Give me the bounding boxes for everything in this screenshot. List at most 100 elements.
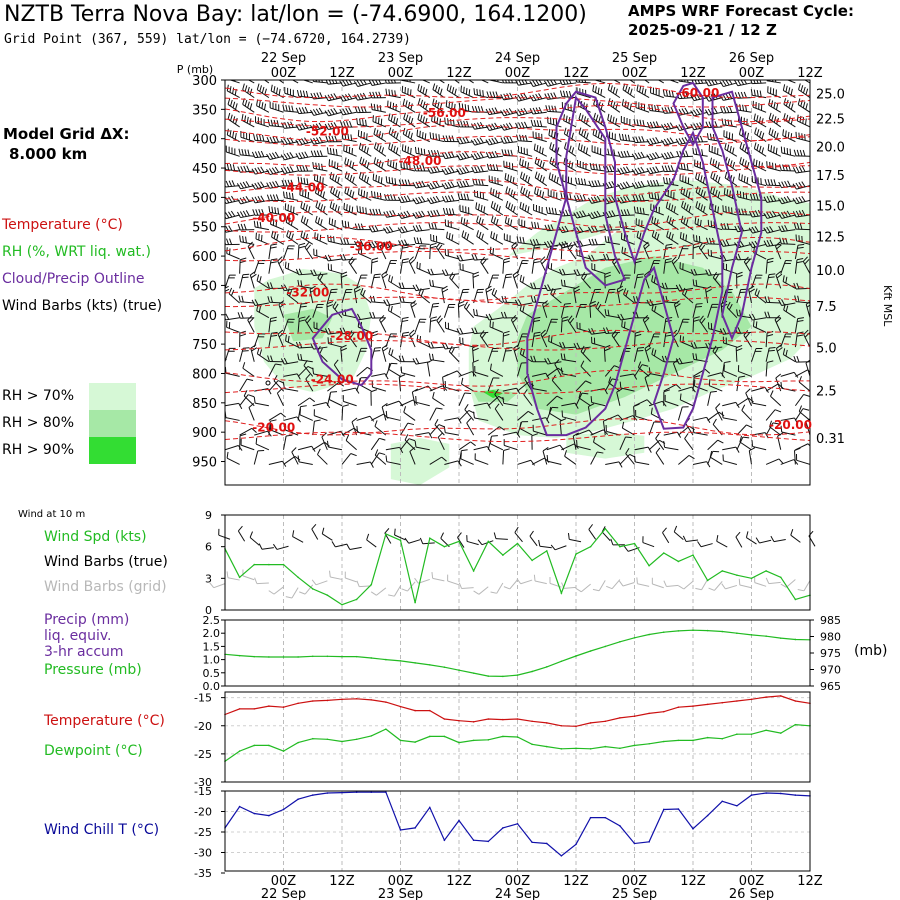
wind-barb-flag	[297, 353, 300, 360]
wind-barb-flag	[660, 139, 666, 146]
wind-barb-flag	[666, 152, 671, 159]
wind-barb-flag	[695, 108, 701, 115]
wind-barb-flag	[326, 304, 334, 308]
wind-barb-flag	[299, 90, 303, 97]
wind-barb	[577, 93, 591, 99]
windchill-line-point	[311, 794, 314, 796]
wind-barb-flag	[578, 112, 582, 120]
wind-barb-flag	[461, 103, 464, 110]
rh-80-swatch	[89, 410, 136, 437]
wind-barb	[474, 141, 489, 146]
wind-barb-flag	[690, 94, 695, 101]
wind-barb-flag	[589, 300, 596, 305]
wind-barb-flag	[652, 152, 657, 159]
wind-barb-flag	[542, 447, 549, 452]
wind-barb-flag	[693, 94, 698, 101]
wind-barb-flag	[354, 240, 358, 247]
wind-barb-flag	[620, 167, 625, 174]
wind-barb-flag	[244, 99, 248, 107]
wind-barb-flag	[302, 90, 306, 97]
wind-barb-flag	[676, 150, 680, 158]
wind-barb	[651, 235, 665, 245]
wind-barb-flag	[427, 210, 431, 217]
wind-barb	[580, 351, 591, 363]
wind-barb-flag	[471, 106, 475, 113]
wind-barb-flag	[644, 88, 647, 96]
wind-barb	[400, 333, 404, 348]
wind-barb-flag	[226, 84, 229, 92]
wind-barb	[576, 183, 591, 187]
wind-barb	[635, 155, 650, 160]
wind-barb-flag	[226, 163, 230, 171]
wind-barb-flag	[547, 224, 551, 231]
dewpoint-line-point	[560, 748, 563, 750]
wind-barb	[802, 261, 810, 274]
wind-barb-flag	[473, 138, 479, 145]
wind-barb-flag	[415, 211, 420, 218]
wind-barb-flag	[331, 541, 336, 548]
wind-barb	[327, 382, 339, 392]
wind-barb-flag	[533, 246, 541, 249]
pressure-tick-label: 850	[192, 397, 217, 412]
wind-barb-flag	[623, 321, 626, 328]
wind-barb	[534, 149, 547, 157]
wind-barb-flag	[333, 236, 335, 243]
wind-barb	[783, 354, 796, 363]
wind-barb-flag	[517, 94, 522, 101]
wind-barb-flag	[625, 447, 630, 454]
wind-barb-flag	[294, 456, 301, 461]
wind-barb-flag	[588, 403, 595, 408]
wind-barb-flag	[769, 239, 774, 246]
wind-barb-flag	[753, 142, 757, 149]
wind-barb-flag	[773, 179, 777, 186]
pressure-tick-label: 450	[192, 162, 217, 177]
wind-barb-flag	[332, 301, 337, 308]
wind-barb	[649, 185, 664, 187]
wind-barb-flag	[766, 334, 774, 337]
wind-barb-flag	[416, 237, 420, 244]
wind-barb	[313, 346, 328, 350]
wind-barb	[411, 391, 416, 406]
wind-barb-flag	[639, 232, 642, 239]
wind-barb	[649, 170, 664, 175]
wind-barb-flag	[285, 596, 293, 599]
wind-barb	[773, 538, 786, 543]
wind-barb-flag	[463, 120, 467, 128]
wind-barb-flag	[793, 222, 797, 230]
wind-barb-flag	[418, 288, 422, 295]
wind-barb	[415, 287, 430, 292]
wind-barb-flag	[464, 151, 470, 158]
wind-barb-flag	[768, 276, 775, 279]
wind-barb-flag	[287, 262, 290, 270]
temperature-line-point	[575, 725, 577, 728]
wind-barb-flag	[298, 319, 306, 322]
wind-barb-flag	[390, 194, 393, 201]
wind-barb-flag	[639, 207, 642, 214]
wind-barb-flag	[562, 80, 566, 85]
wind-barb-flag	[327, 254, 332, 261]
wind-barb-flag	[686, 163, 689, 171]
wind-barb	[805, 304, 810, 318]
wind-barb	[400, 422, 409, 436]
precip-tick-label: 2.5	[203, 614, 221, 627]
wind-barb-flag	[349, 120, 353, 128]
wind-barb	[637, 583, 650, 587]
wind-barb-flag	[295, 139, 300, 146]
wind-barb	[554, 545, 567, 551]
wind-barb-flag	[717, 162, 720, 169]
wind-barb-flag	[306, 178, 309, 185]
wind-barb	[770, 395, 782, 407]
wind-barb-flag	[715, 174, 718, 182]
wind-barb-flag	[475, 71, 476, 77]
wind-barb-flag	[666, 122, 671, 129]
wind-barb-flag	[221, 148, 222, 154]
wind-barb-flag	[724, 171, 728, 179]
wind-barb	[592, 134, 606, 143]
wind-barb	[313, 273, 328, 277]
wind-barb-flag	[563, 353, 566, 361]
legend-dewpoint: Dewpoint (°C)	[44, 743, 143, 759]
wind-barb	[725, 584, 738, 590]
wind-speed-line-point	[443, 545, 446, 548]
y-tick-label: 6	[205, 541, 212, 554]
wind-barb-flag	[562, 316, 569, 319]
